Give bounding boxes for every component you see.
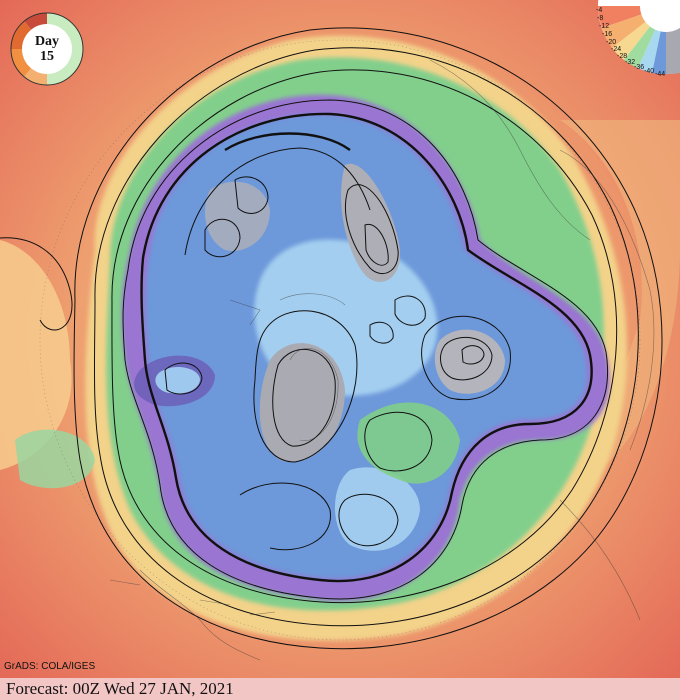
legend-label-3: -16 [602,31,612,38]
day-badge: Day 15 [10,12,84,86]
contour-inner-12 [338,493,399,547]
coast-europe [429,59,591,241]
day-number: 15 [40,49,54,64]
contour-outer-3 [111,69,618,604]
contour-inner-14 [239,482,331,551]
contour-mid-1 [122,99,608,600]
gray-core-canada [205,181,270,251]
contour-outer-2 [93,47,639,627]
contour-inner-10 [234,176,269,214]
legend-label-9: -40 [644,68,654,75]
legend-label-8: -36 [634,64,644,71]
contour-inner-8 [461,345,485,365]
color-scale-legend: -4 -8 -12 -16 -20 -24 -28 -32 -36 -40 -4… [594,0,680,90]
legend-label-5: -24 [611,46,621,53]
contour-inner-9 [204,218,241,258]
day-word: Day [34,34,60,49]
contour-inner-3 [272,349,336,447]
legend-wheel: -4 -8 -12 -16 -20 -24 -28 -32 -36 -40 -4… [596,0,680,78]
contour-inner-5 [364,223,389,266]
gray-core-siberia [341,163,401,282]
contour-inner-11 [164,362,203,395]
contour-inner-6 [421,315,511,401]
gray-core-greenland [259,343,345,462]
inner-contours [0,147,511,551]
legend-label-4: -20 [606,39,616,46]
green-intrusion-east [357,402,460,484]
latitude-circle [39,39,641,641]
legend-label-0: -4 [596,7,602,14]
legend-label-10: -44 [655,71,665,78]
coast-arctic-islands [229,293,346,326]
coast-asia [559,149,655,451]
legend-label-6: -28 [617,53,627,60]
bold-contours [140,112,593,583]
coast-africa [559,499,641,621]
legend-label-1: -8 [597,15,603,22]
forecast-time: Forecast: 00Z Wed 27 JAN, 2021 [6,679,234,698]
legend-label-7: -32 [625,59,635,66]
coastlines [109,59,655,661]
contour-inner-7 [440,337,493,381]
coast-greenland [289,348,339,441]
grads-credit: GrADS: COLA/IGES [4,661,96,672]
day-progress-ring [10,12,84,86]
coast-north-america [139,569,261,661]
cold-core-light-pacific [335,467,420,551]
contour-inner-16 [369,321,394,344]
contour-inner-1 [184,147,371,256]
height-contours [73,27,663,650]
contour-west-trough [0,237,73,331]
contour-inner-13 [364,411,433,472]
warm-patch-east [560,120,680,470]
day-label: Day 15 [24,34,70,64]
contour-inner-4 [344,184,399,274]
warm-patch-west [0,240,72,470]
coast-caribbean [109,579,276,616]
green-patch-pacific [15,429,95,489]
legend-label-2: -12 [599,23,609,30]
contour-bold-main [140,112,593,583]
contour-bold-inner [224,132,351,152]
contour-inner-2 [253,310,358,463]
contour-inner-15 [394,295,426,326]
forecast-footer: Forecast: 00Z Wed 27 JAN, 2021 [0,678,680,700]
contour-outer-1 [73,27,663,650]
